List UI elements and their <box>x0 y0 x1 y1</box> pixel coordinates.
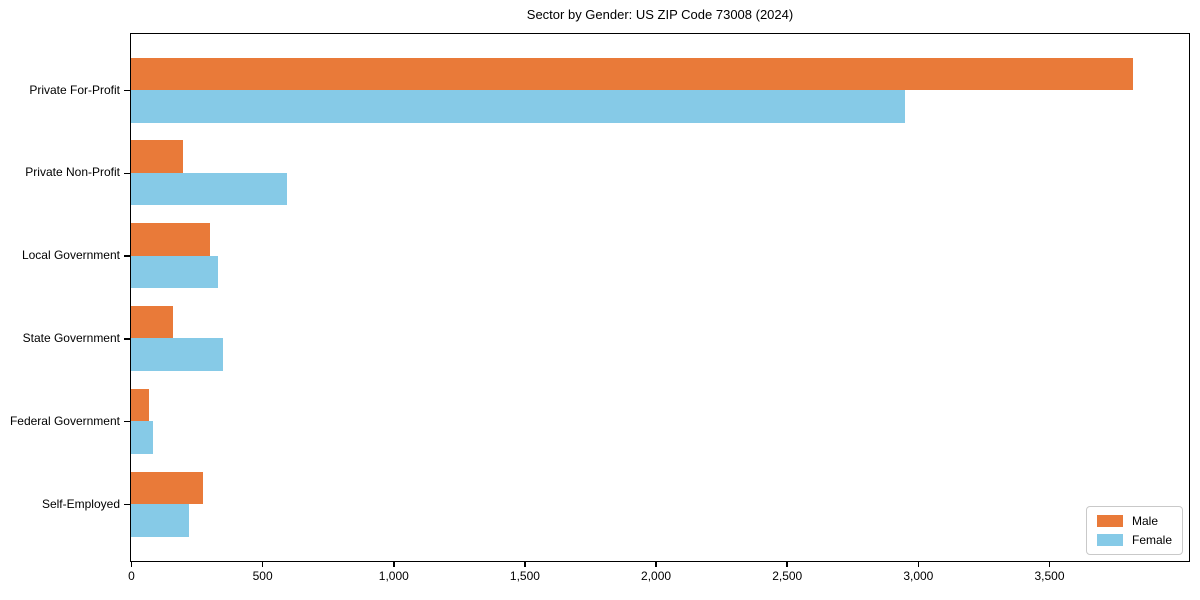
legend-label-male: Male <box>1131 514 1158 528</box>
bar-female-local-government <box>131 255 218 289</box>
x-label-2000: 2,000 <box>641 569 672 583</box>
y-tick-state-government <box>124 338 130 340</box>
x-tick-2500 <box>786 562 788 567</box>
x-tick-3000 <box>917 562 920 567</box>
x-tick-1000 <box>393 562 395 567</box>
x-tick-1500 <box>524 562 526 567</box>
bar-male-private-non-profit <box>131 140 184 173</box>
plot-area: Male Female <box>130 33 1190 562</box>
legend-label-female: Female <box>1131 533 1172 547</box>
x-label-0: 0 <box>128 569 135 583</box>
legend-item-male: Male <box>1096 514 1172 528</box>
bar-male-self-employed <box>131 471 204 504</box>
y-label-local-government: Local Government <box>21 248 120 263</box>
bar-female-private-non-profit <box>131 172 288 206</box>
x-tick-500 <box>261 562 264 567</box>
x-label-1000: 1,000 <box>378 569 409 583</box>
chart-title: Sector by Gender: US ZIP Code 73008 (202… <box>526 7 794 22</box>
x-label-3500: 3,500 <box>1034 569 1065 583</box>
y-tick-private-non-profit <box>124 172 130 175</box>
y-label-self-employed: Self-Employed <box>41 496 120 511</box>
y-tick-self-employed <box>124 503 130 506</box>
male-swatch-icon <box>1096 515 1123 527</box>
x-label-3000: 3,000 <box>903 569 934 583</box>
bar-female-federal-government <box>131 421 154 454</box>
y-label-state-government: State Government <box>22 330 120 345</box>
x-tick-0 <box>130 562 133 567</box>
bar-female-private-for-profit <box>131 90 905 123</box>
y-tick-private-for-profit <box>124 89 130 92</box>
x-tick-2000 <box>655 562 657 567</box>
y-label-private-non-profit: Private Non-Profit <box>25 165 120 180</box>
bar-female-state-government <box>131 338 223 371</box>
bar-male-federal-government <box>131 388 150 422</box>
bar-male-private-for-profit <box>131 57 1133 90</box>
bar-male-local-government <box>131 223 210 256</box>
legend: Male Female <box>1085 506 1183 555</box>
x-tick-3500 <box>1048 562 1051 567</box>
x-label-2500: 2,500 <box>772 569 803 583</box>
y-tick-local-government <box>124 255 130 257</box>
x-label-1500: 1,500 <box>509 569 540 583</box>
y-label-federal-government: Federal Government <box>9 413 120 428</box>
x-label-500: 500 <box>252 569 273 583</box>
y-tick-federal-government <box>124 420 130 423</box>
bar-male-state-government <box>131 305 173 339</box>
legend-item-female: Female <box>1096 533 1172 547</box>
female-swatch-icon <box>1096 534 1123 546</box>
bar-female-self-employed <box>131 504 189 537</box>
y-label-private-for-profit: Private For-Profit <box>29 82 120 97</box>
